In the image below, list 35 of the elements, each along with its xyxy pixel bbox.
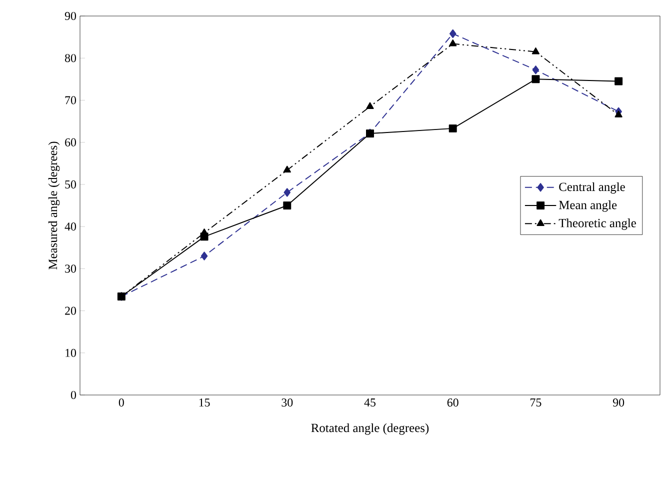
point	[284, 188, 291, 197]
x-tick-label: 75	[530, 398, 542, 406]
y-tick-label: 10	[66, 348, 76, 357]
point	[366, 102, 374, 109]
x-axis-title: Rotated angle (degrees)	[311, 423, 429, 435]
y-tick-label: 50	[65, 180, 76, 188]
x-tick-label: 45	[364, 398, 376, 406]
x-tick-label: 30	[282, 398, 293, 407]
point	[532, 47, 540, 54]
y-tick-label: 90	[64, 12, 76, 20]
point	[448, 124, 457, 132]
point	[283, 202, 292, 210]
y-tick-label: 20	[65, 306, 76, 315]
x-tick-label: 15	[199, 398, 210, 407]
y-tick-label: 60	[65, 138, 76, 146]
point	[283, 166, 291, 173]
y-tick-label: 30	[65, 264, 76, 273]
legend-label: Central angle	[559, 182, 625, 194]
x-tick-label: 0	[118, 398, 124, 407]
legend-label: Theoretic angle	[558, 218, 636, 230]
point	[614, 110, 622, 118]
point	[200, 252, 208, 260]
point	[614, 77, 623, 86]
x-tick-label: 90	[612, 398, 624, 407]
point	[532, 66, 540, 74]
legend-label: Mean angle	[558, 200, 617, 212]
y-tick-label: 70	[65, 96, 76, 104]
point	[449, 39, 457, 46]
x-tick-label: 60	[447, 398, 458, 407]
point	[532, 75, 540, 84]
y-axis-title: Measured angle (degrees)	[48, 142, 60, 270]
point	[449, 29, 456, 38]
y-tick-label: 40	[64, 222, 76, 231]
y-tick-label: 0	[70, 390, 76, 400]
y-tick-label: 80	[64, 54, 76, 62]
